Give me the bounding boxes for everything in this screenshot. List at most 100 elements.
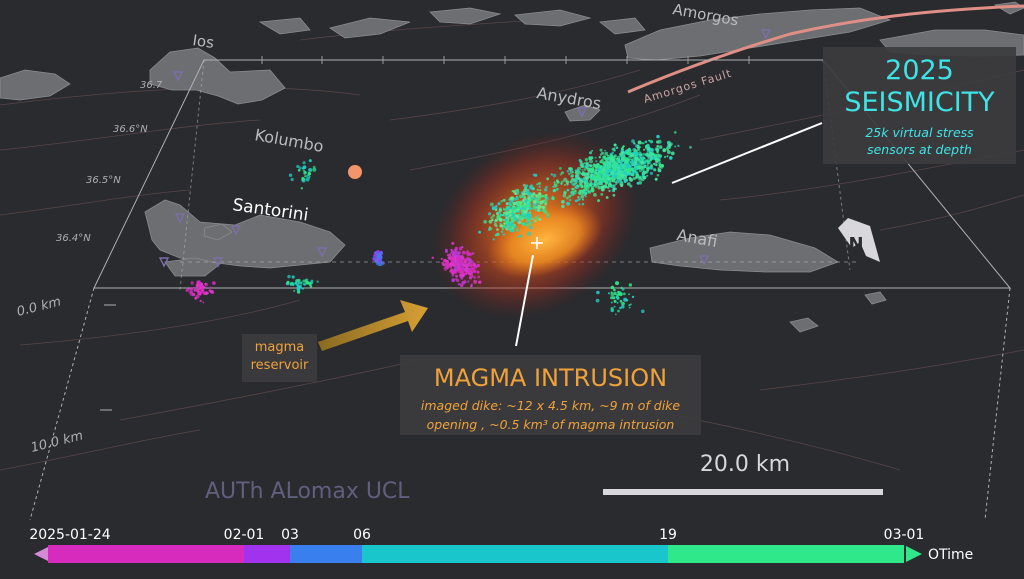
earthquake-point	[459, 264, 462, 267]
island-west	[0, 69, 71, 101]
earthquake-point	[610, 296, 613, 300]
earthquake-point	[643, 159, 647, 163]
timeline-segment	[362, 545, 668, 563]
earthquake-point	[523, 197, 527, 201]
earthquake-point	[579, 164, 582, 167]
earthquake-point	[290, 177, 294, 182]
earthquake-point	[296, 290, 301, 294]
earthquake-point	[552, 173, 557, 178]
earthquake-point	[604, 151, 609, 156]
latitude-label: 36.7	[140, 80, 163, 91]
reservoir-arrow-icon	[318, 300, 428, 351]
earthquake-point	[478, 230, 481, 234]
earthquake-point	[677, 144, 680, 147]
island-north4	[598, 17, 646, 35]
earthquake-point	[521, 195, 524, 199]
earthquake-point	[510, 229, 514, 233]
earthquake-point	[669, 156, 673, 160]
earthquake-point	[625, 149, 628, 153]
earthquake-point	[467, 280, 470, 283]
earthquake-point	[595, 298, 600, 303]
earthquake-point	[559, 167, 562, 170]
earthquake-point	[666, 145, 670, 148]
earthquake-point	[650, 164, 653, 167]
earthquake-point	[621, 157, 624, 160]
earthquake-point	[528, 210, 532, 213]
earthquake-point	[541, 205, 545, 210]
earthquake-point	[560, 171, 564, 175]
earthquake-point	[646, 148, 651, 152]
earthquake-point	[652, 162, 656, 166]
earthquake-point	[496, 228, 499, 231]
earthquake-point	[190, 290, 193, 294]
earthquake-point	[459, 256, 462, 259]
earthquake-point	[612, 193, 616, 197]
amorgos-fault-line	[627, 4, 1024, 94]
earthquake-point	[585, 184, 589, 188]
earthquake-point	[478, 280, 482, 284]
earthquake-point	[626, 153, 629, 156]
earthquake-point	[316, 280, 319, 283]
earthquake-point	[590, 177, 594, 181]
earthquake-point	[627, 147, 631, 151]
earthquake-point	[673, 131, 677, 134]
earthquake-point	[287, 274, 291, 279]
earthquake-point	[604, 149, 606, 152]
earthquake-point	[515, 202, 520, 207]
earthquake-point	[560, 182, 563, 185]
earthquake-point	[531, 187, 534, 190]
earthquake-point	[641, 165, 644, 169]
earthquake-point	[616, 302, 619, 304]
earthquake-point	[461, 245, 464, 249]
earthquake-point	[515, 197, 519, 201]
earthquake-point	[519, 234, 523, 238]
earthquake-point	[626, 163, 630, 167]
earthquake-point	[545, 185, 548, 189]
earthquake-point	[473, 265, 477, 269]
earthquake-point	[527, 204, 531, 208]
earthquake-point	[591, 149, 593, 152]
earthquake-point	[574, 199, 578, 203]
earthquake-point	[617, 292, 621, 296]
timeline-segment	[668, 545, 904, 563]
label-ios: Ios	[191, 31, 215, 52]
earthquake-point	[593, 163, 595, 166]
earthquake-point	[495, 208, 498, 212]
earthquake-point	[301, 176, 305, 181]
earthquake-point	[581, 202, 585, 206]
reservoir-label: magma	[254, 340, 305, 355]
earthquake-point	[601, 170, 605, 175]
earthquake-point	[641, 159, 644, 162]
earthquake-point	[600, 151, 605, 155]
earthquake-point	[599, 160, 603, 164]
scale-bar	[603, 489, 883, 495]
earthquake-point	[577, 198, 580, 202]
earthquake-point	[537, 214, 540, 217]
earthquake-point	[666, 155, 669, 158]
earthquake-point	[585, 161, 589, 165]
earthquake-point	[302, 169, 305, 172]
earthquake-point	[499, 222, 502, 225]
earthquake-point	[457, 251, 461, 255]
earthquake-point	[529, 225, 533, 230]
earthquake-point	[579, 189, 583, 193]
earthquake-point	[656, 134, 660, 139]
earthquake-point	[452, 263, 456, 267]
earthquake-point	[457, 254, 460, 257]
earthquake-point	[532, 206, 536, 210]
earthquake-point	[597, 199, 600, 203]
earthquake-point	[445, 259, 448, 263]
earthquake-point	[657, 156, 661, 160]
earthquake-point	[307, 172, 312, 176]
earthquake-point	[589, 164, 593, 168]
earthquake-point	[431, 256, 435, 260]
earthquake-point	[538, 217, 542, 221]
earthquake-point	[588, 167, 591, 170]
earthquake-point	[650, 148, 654, 153]
earthquake-point	[574, 189, 577, 193]
earthquake-point	[646, 144, 649, 147]
earthquake-point	[624, 179, 628, 183]
earthquake-point	[604, 184, 608, 187]
earthquake-point	[669, 142, 673, 146]
earthquake-point	[607, 292, 610, 295]
